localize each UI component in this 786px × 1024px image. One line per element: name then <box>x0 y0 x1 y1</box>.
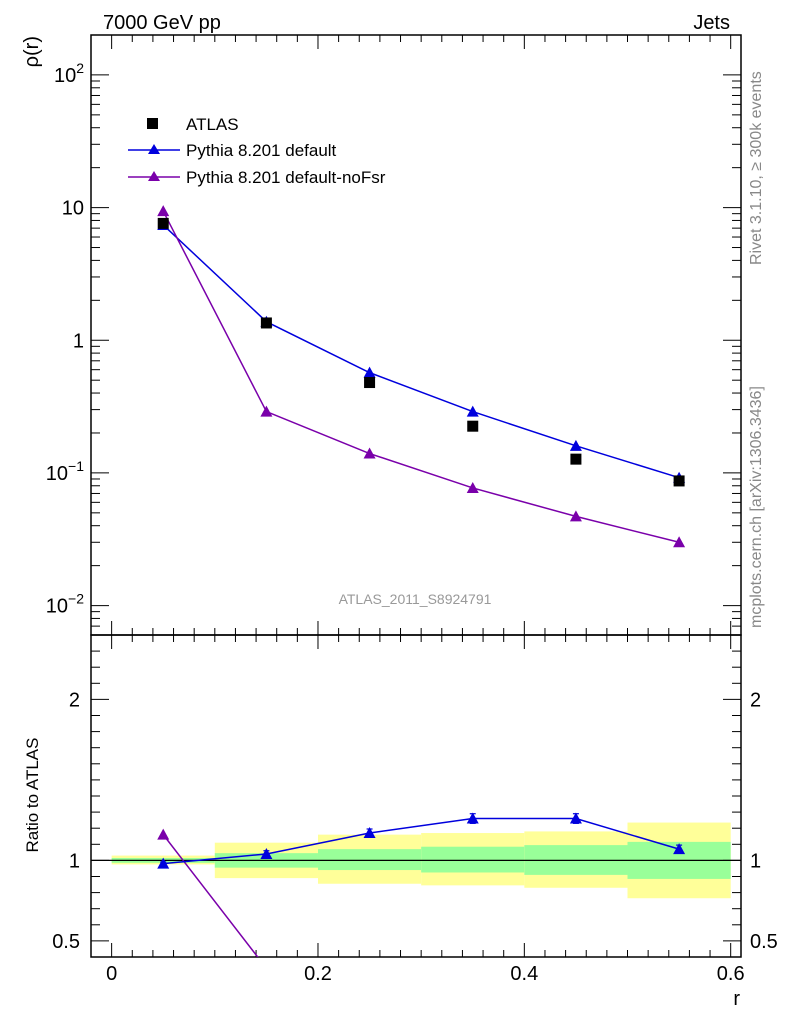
bottom-series-clipped <box>157 812 686 957</box>
ratio-pythia-default-point <box>569 812 582 824</box>
mcplots-label: mcplots.cern.ch [arXiv:1306.3436] <box>748 386 765 628</box>
y-tick-label-bottom-left: 0.5 <box>52 931 80 953</box>
legend-atlas-marker <box>147 118 158 129</box>
pythia-nofsr-line <box>162 210 680 544</box>
y-tick-label-bottom-left: 1 <box>69 850 80 872</box>
pythia-nofsr-point <box>157 205 170 217</box>
pythia-nofsr-point <box>363 447 376 459</box>
y-tick-label-top: 10−1 <box>46 458 84 485</box>
ratio-pythia-default-line <box>163 817 680 865</box>
x-tick-label: 0.6 <box>717 963 745 985</box>
bottom-axes <box>90 634 742 958</box>
analysis-tag: ATLAS_2011_S8924791 <box>339 591 492 607</box>
y-tick-label-top: 10 <box>62 198 84 220</box>
atlas-point <box>570 453 582 465</box>
y-axis-label-bottom: Ratio to ATLAS <box>23 738 42 853</box>
ratio-pythia-default-point <box>673 843 686 855</box>
band-inner-3 <box>421 846 525 873</box>
y-axis-label-top: ρ(r) <box>21 36 43 67</box>
y-tick-labels-top: 10−2 10−1 1 10 102 <box>46 60 84 618</box>
atlas-point <box>260 317 272 329</box>
pythia-default-point <box>363 366 376 378</box>
ratio-pythia-default-point <box>260 847 273 859</box>
ratio-pythia-default-point <box>466 812 479 824</box>
pythia-nofsr-point <box>466 481 479 493</box>
pythia-nofsr-point <box>569 510 582 522</box>
pythia-default-point <box>569 439 582 451</box>
pythia-default-line <box>162 224 680 479</box>
rivet-label: Rivet 3.1.10, ≥ 300k events <box>748 71 765 265</box>
legend-pythia-default-marker <box>148 144 160 154</box>
atlas-point <box>673 475 685 487</box>
y-tick-label-top: 1 <box>73 330 84 352</box>
atlas-point <box>364 377 376 389</box>
bottom-panel: 0 0.2 0.4 0.60.5 0.51 12 2 Ratio to ATLAS r <box>23 634 778 1010</box>
pythia-nofsr-point <box>673 536 686 548</box>
tick-labels-bottom: 0 0.2 0.4 0.60.5 0.51 12 2 <box>52 689 778 985</box>
x-tick-label: 0.4 <box>510 963 538 985</box>
legend-pythia-nofsr-marker <box>148 171 160 181</box>
band-inner-2 <box>317 849 422 871</box>
bottom-series <box>157 812 686 957</box>
top-panel: ATLAS_2011_S8924791 ρ(r) 10−2 10−1 1 10 102 <box>21 34 742 636</box>
atlas-point <box>467 420 479 432</box>
bottom-frame <box>90 634 742 958</box>
ratio-pythia-default-point <box>363 827 376 839</box>
legend-pythia-default-label: Pythia 8.201 default <box>186 141 337 160</box>
x-tick-label: 0.2 <box>304 963 332 985</box>
header-left: 7000 GeV pp <box>103 12 221 34</box>
legend-pythia-nofsr-label: Pythia 8.201 default-noFsr <box>186 168 386 187</box>
top-series <box>157 205 686 548</box>
legend: ATLAS Pythia 8.201 default Pythia 8.201 … <box>128 115 386 187</box>
y-tick-label-bottom-right: 2 <box>750 689 761 711</box>
legend-atlas-label: ATLAS <box>186 115 239 134</box>
ratio-pythia-nofsr-point <box>157 828 170 840</box>
pythia-nofsr-point <box>260 405 273 417</box>
pythia-default-point <box>466 405 479 417</box>
x-tick-label: 0 <box>106 963 117 985</box>
ratio-pythia-default-point <box>157 857 170 869</box>
x-axis-label: r <box>733 988 740 1010</box>
y-tick-label-top: 10−2 <box>46 591 84 618</box>
atlas-point <box>157 217 169 229</box>
header-right: Jets <box>693 12 730 34</box>
y-tick-label-bottom-right: 1 <box>750 850 761 872</box>
y-tick-label-bottom-left: 2 <box>69 689 80 711</box>
y-tick-label-top: 102 <box>54 60 84 87</box>
y-tick-label-bottom-right: 0.5 <box>750 931 778 953</box>
ratio-pythia-nofsr-line <box>162 834 259 957</box>
